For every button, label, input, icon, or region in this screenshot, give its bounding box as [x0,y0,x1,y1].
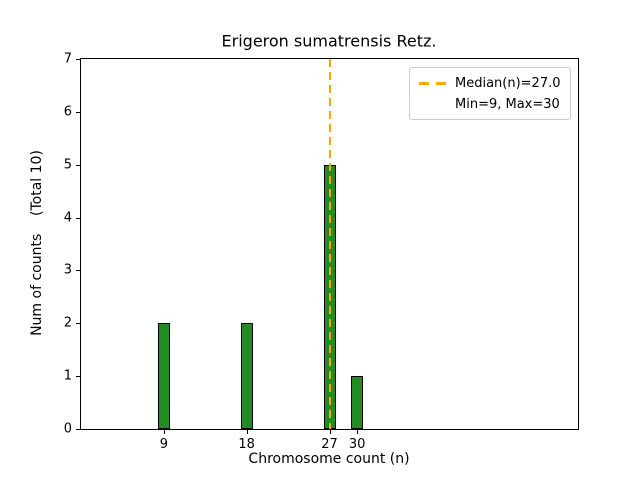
x-tick-mark [357,430,359,434]
y-tick-mark [76,59,80,60]
y-tick-mark [76,111,80,113]
median-dashed-line-icon [419,81,446,85]
x-tick-mark [246,430,248,434]
y-tick-label: 4 [63,210,72,226]
y-tick-mark [76,323,80,325]
x-tick-label: 30 [348,437,366,452]
bar-n9 [157,323,170,429]
y-tick-mark [76,429,80,430]
x-axis-label: Chromosome count (n) [248,451,410,467]
x-tick-mark [163,430,165,434]
y-tick-mark [76,270,80,272]
x-tick-label: 27 [321,437,338,452]
y-tick-label: 0 [63,421,72,437]
legend-label-minmax: Min=9, Max=30 [455,96,560,112]
chart-title: Erigeron sumatrensis Retz. [221,31,437,51]
x-tick-mark [329,430,331,434]
x-tick-label: 18 [238,437,255,452]
y-axis-label: Num of counts (Total 10) [29,150,45,336]
y-tick-label: 2 [63,315,72,331]
y-tick-mark [76,376,80,378]
legend-label-median: Median(n)=27.0 [455,75,561,91]
legend: Median(n)=27.0 Min=9, Max=30 [409,67,571,120]
bar-n30 [351,376,364,429]
bar-n18 [240,323,253,429]
y-tick-mark [76,217,80,219]
y-tick-label: 3 [63,262,72,278]
median-line [328,59,331,429]
y-tick-label: 1 [63,368,72,384]
x-tick-label: 9 [159,437,168,452]
y-tick-mark [76,164,80,166]
y-tick-label: 6 [63,104,72,120]
plot-area: Median(n)=27.0 Min=9, Max=30 9 18 27 30 0 1 2 3… [64,52,579,452]
y-tick-label: 7 [63,51,72,67]
y-tick-label: 5 [63,157,72,173]
legend-row-median: Median(n)=27.0 [419,74,561,92]
legend-empty-marker [419,103,446,106]
legend-row-minmax: Min=9, Max=30 [419,95,561,113]
